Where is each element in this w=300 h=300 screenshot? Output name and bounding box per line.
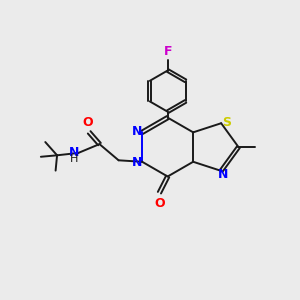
Text: N: N [132,156,142,169]
Text: O: O [154,196,165,209]
Text: S: S [223,116,232,129]
Text: N: N [132,125,142,138]
Text: F: F [164,45,172,58]
Text: H: H [70,154,79,164]
Text: O: O [82,116,93,129]
Text: N: N [218,169,228,182]
Text: N: N [69,146,80,159]
